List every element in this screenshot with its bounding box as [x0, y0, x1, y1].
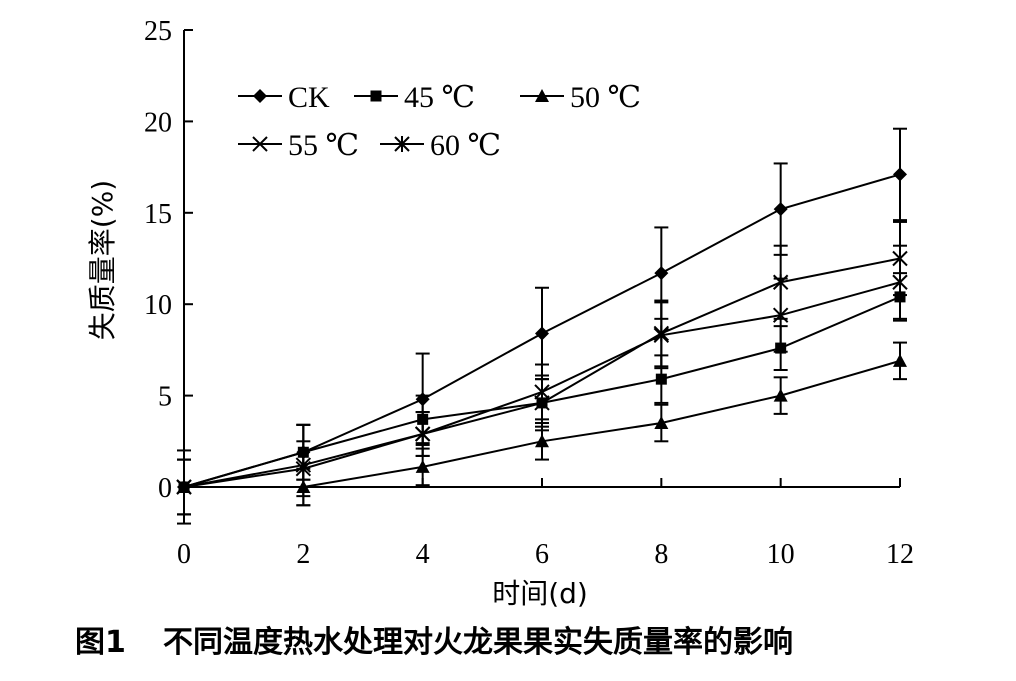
y-ticks: 0 5 10 15 20 25 — [144, 16, 193, 504]
y-tick-label: 0 — [158, 473, 172, 504]
x-axis-title: 时间(d) — [492, 577, 588, 610]
y-tick-label: 5 — [158, 382, 172, 413]
series-0 — [177, 127, 907, 525]
y-tick-label: 20 — [144, 107, 172, 138]
legend-label: 45 ℃ — [404, 81, 475, 114]
x-tick-label: 8 — [654, 539, 668, 570]
data-point — [176, 479, 192, 495]
legend: CK 45 ℃ 50 ℃ 55 ℃ 60 ℃ — [238, 81, 641, 162]
data-point — [655, 373, 667, 385]
legend-item: 50 ℃ — [520, 81, 641, 114]
data-point — [892, 250, 908, 267]
figure-caption: 图1 不同温度热水处理对火龙果果实失质量率的影响 — [75, 625, 793, 660]
data-point — [414, 425, 431, 442]
legend-label: CK — [288, 81, 330, 114]
data-point — [415, 459, 430, 473]
legend-label: 60 ℃ — [430, 129, 501, 162]
legend-marker — [370, 90, 382, 102]
legend-label: 50 ℃ — [570, 81, 641, 114]
legend-label: 55 ℃ — [288, 129, 359, 162]
legend-marker — [535, 89, 549, 102]
legend-marker — [253, 89, 267, 103]
y-tick-label: 10 — [144, 290, 172, 321]
legend-marker — [252, 136, 268, 152]
caption-figure-label: 图1 — [75, 625, 126, 660]
data-point — [534, 394, 550, 411]
data-point — [295, 457, 312, 474]
caption-title: 不同温度热水处理对火龙果果实失质量率的影响 — [163, 625, 793, 660]
data-point — [893, 167, 907, 182]
x-ticks: 0 2 4 6 8 10 12 — [177, 478, 914, 570]
x-tick-label: 10 — [767, 539, 795, 570]
x-tick-label: 6 — [535, 539, 549, 570]
legend-item: 45 ℃ — [354, 81, 475, 114]
data-point — [654, 416, 669, 430]
y-tick-label: 25 — [144, 16, 172, 47]
y-axis-title: 失质量率(%) — [86, 180, 119, 340]
data-point — [773, 388, 788, 402]
data-point — [773, 202, 788, 217]
x-tick-label: 4 — [416, 539, 430, 570]
legend-item: CK — [238, 81, 330, 114]
data-point — [654, 266, 669, 281]
y-tick-label: 15 — [144, 199, 172, 230]
x-tick-label: 2 — [296, 539, 310, 570]
legend-item: 55 ℃ — [238, 129, 359, 162]
data-point — [893, 353, 907, 367]
series-4 — [176, 220, 908, 516]
x-tick-label: 12 — [886, 539, 914, 570]
series-layer — [176, 127, 908, 525]
legend-item: 60 ℃ — [380, 129, 501, 162]
data-point — [772, 274, 789, 291]
legend-marker — [394, 136, 410, 152]
data-point — [535, 326, 549, 341]
x-tick-label: 0 — [177, 539, 191, 570]
data-point — [653, 325, 670, 342]
data-point — [535, 434, 549, 448]
